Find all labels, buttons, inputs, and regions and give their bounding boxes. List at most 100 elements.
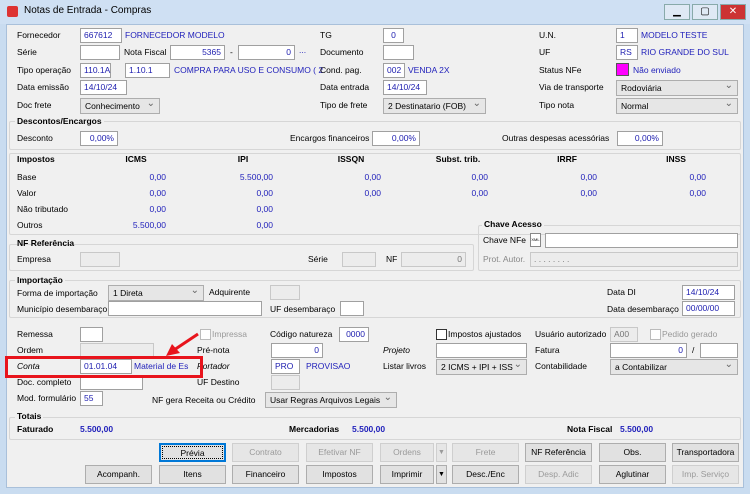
fornecedor-code-input[interactable]: 667612 — [80, 28, 122, 43]
annotation-arrow-icon — [166, 332, 199, 356]
tipo-nota-select[interactable]: Normal — [616, 97, 738, 114]
projeto-input[interactable] — [436, 343, 527, 358]
button-acompanh-[interactable]: Acompanh. — [85, 465, 152, 484]
nota-fiscal-suffix-input[interactable]: 0 — [238, 45, 295, 60]
uf-desc: RIO GRANDE DO SUL — [641, 47, 729, 57]
codigo-natureza-label: Código natureza — [270, 329, 333, 339]
serie-input[interactable] — [80, 45, 120, 60]
uf-desembaraco-input[interactable] — [340, 301, 364, 316]
button-aglutinar[interactable]: Aglutinar — [599, 465, 666, 484]
data-desembaraco-input[interactable]: 00/00/00 — [682, 301, 735, 316]
pre-nota-label: Pré-nota — [197, 345, 230, 355]
data-di-input[interactable]: 14/10/24 — [682, 285, 735, 300]
dropdown-arrow-icon[interactable]: ▼ — [436, 465, 447, 484]
impostos-title: Impostos — [17, 154, 55, 164]
portador-input[interactable]: PRO — [271, 359, 300, 374]
impostos-row-label: Base — [17, 172, 37, 182]
outras-despesas-input[interactable]: 0,00% — [617, 131, 663, 146]
highlight-box — [5, 356, 203, 378]
button-desc-enc[interactable]: Desc./Enc — [452, 465, 519, 484]
descontos-title: Descontos/Encargos — [15, 116, 104, 127]
cond-pag-label: Cond. pag. — [320, 65, 362, 75]
status-nfe-indicator — [616, 63, 629, 76]
remessa-input[interactable] — [80, 327, 103, 342]
chave-nfe-input[interactable] — [545, 233, 738, 248]
button-nf-referência[interactable]: NF Referência — [525, 443, 592, 462]
fatura-input[interactable]: 0 — [610, 343, 687, 358]
data-emissao-input[interactable]: 14/10/24 — [80, 80, 127, 95]
nota-fiscal-total-value: 5.500,00 — [620, 424, 654, 434]
contabilidade-label: Contabilidade — [535, 361, 587, 371]
button-itens[interactable]: Itens — [159, 465, 226, 484]
nfref-nf-input: 0 — [401, 252, 466, 267]
un-input[interactable]: 1 — [616, 28, 638, 43]
data-entrada-input[interactable]: 14/10/24 — [383, 80, 427, 95]
uf-desembaraco-label: UF desembaraço — [270, 304, 336, 314]
mercadorias-value: 5.500,00 — [352, 424, 386, 434]
fatura-parcela-input[interactable] — [700, 343, 738, 358]
impostos-cell: 5.500,00 — [239, 172, 273, 182]
maximize-button[interactable]: ▢ — [692, 4, 718, 20]
empresa-input — [80, 252, 120, 267]
button-obs-[interactable]: Obs. — [599, 443, 666, 462]
encargos-input[interactable]: 0,00% — [372, 131, 420, 146]
impostos-ajustados-checkbox[interactable] — [436, 329, 447, 340]
impostos-col-header: IPI — [237, 154, 249, 164]
mercadorias-label: Mercadorias — [289, 424, 340, 434]
cfop-input[interactable]: 1.10.1 — [125, 63, 170, 78]
conta-input[interactable]: 01.01.04 — [80, 359, 132, 374]
impostos-cell: 0,00 — [149, 204, 166, 214]
nota-fiscal-label: Nota Fiscal — [124, 47, 167, 57]
impostos-cell: 0,00 — [689, 172, 706, 182]
impostos-group — [9, 153, 741, 235]
pre-nota-input[interactable]: 0 — [271, 343, 323, 358]
municipio-label: Município desembaraço — [17, 304, 108, 314]
municipio-input[interactable] — [108, 301, 262, 316]
impostos-cell: 0,00 — [364, 188, 381, 198]
button-impostos[interactable]: Impostos — [306, 465, 373, 484]
desconto-input[interactable]: 0,00% — [80, 131, 118, 146]
data-desembaraco-label: Data desembaraço — [607, 304, 679, 314]
button-transportadora[interactable]: Transportadora — [672, 443, 739, 462]
usuario-autorizado-label: Usuário autorizado — [535, 329, 607, 339]
codigo-natureza-input[interactable]: 0000 — [339, 327, 369, 342]
via-transporte-select[interactable]: Rodoviária — [616, 79, 738, 96]
minimize-button[interactable]: ▁ — [664, 4, 690, 20]
prot-autor-label: Prot. Autor. — [483, 254, 526, 264]
button-financeiro[interactable]: Financeiro — [232, 465, 299, 484]
adquirente-label: Adquirente — [209, 287, 251, 297]
forma-importacao-select[interactable]: 1 Direta — [108, 284, 204, 301]
close-button[interactable]: ✕ — [720, 4, 746, 20]
impostos-row-label: Valor — [17, 188, 37, 198]
portador-label: Portador — [197, 361, 230, 371]
doc-frete-select[interactable]: Conhecimento — [80, 97, 160, 114]
listar-livros-select[interactable]: 2 ICMS + IPI + ISS — [436, 358, 527, 375]
impostos-col-header: ICMS — [125, 154, 147, 164]
impostos-cell: 0,00 — [580, 188, 597, 198]
doc-completo-label: Doc. completo — [17, 377, 72, 387]
impostos-cell: 0,00 — [471, 172, 488, 182]
tipo-frete-select[interactable]: 2 Destinatario (FOB) — [383, 97, 486, 114]
button-efetivar-nf: Efetivar NF — [306, 443, 373, 462]
button-imprimir[interactable]: Imprimir — [380, 465, 434, 484]
adquirente-input — [270, 285, 300, 300]
uf-input[interactable]: RS — [616, 45, 638, 60]
documento-input[interactable] — [383, 45, 414, 60]
cond-pag-input[interactable]: 002 — [383, 63, 405, 78]
lookup-button[interactable]: ... — [299, 45, 307, 55]
data-di-label: Data DI — [607, 287, 636, 297]
nfref-serie-input — [342, 252, 376, 267]
tipo-operacao-input[interactable]: 110.1A — [80, 63, 111, 78]
contabilidade-select[interactable]: a Contabilizar — [610, 358, 738, 375]
uf-destino-label: UF Destino — [197, 377, 240, 387]
listar-livros-label: Listar livros — [383, 361, 426, 371]
via-transporte-label: Via de transporte — [539, 82, 604, 92]
mod-formulario-input[interactable]: 55 — [80, 391, 103, 406]
nota-fiscal-input[interactable]: 5365 — [170, 45, 225, 60]
nf-gera-select[interactable]: Usar Regras Arquivos Legais — [265, 391, 397, 408]
tg-input[interactable]: 0 — [383, 28, 404, 43]
impostos-cell: 0,00 — [256, 204, 273, 214]
xml-file-icon[interactable]: XML — [530, 233, 541, 247]
totais-title: Totais — [15, 411, 44, 422]
button-prévia[interactable]: Prévia — [159, 443, 226, 462]
